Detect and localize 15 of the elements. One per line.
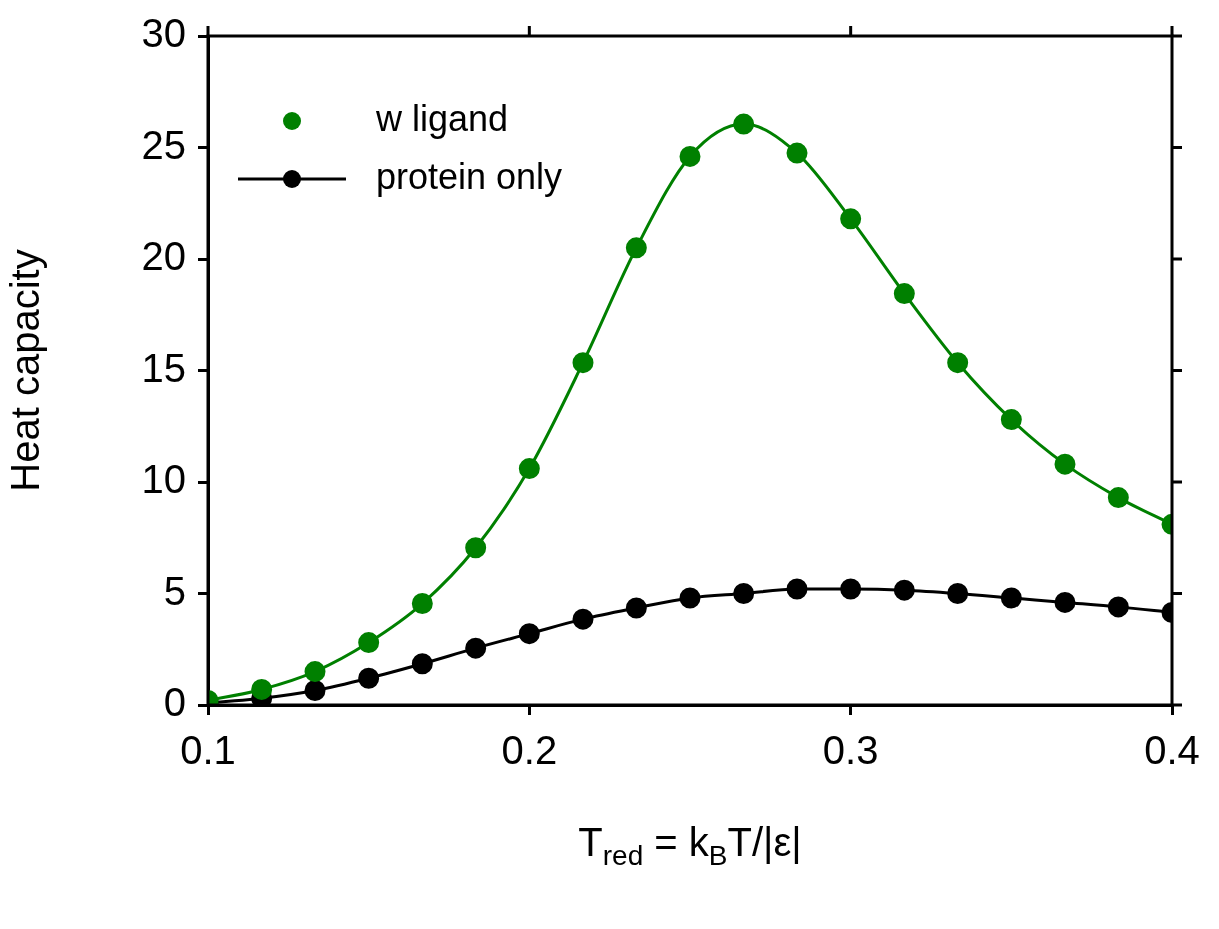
y-tick-label: 20 xyxy=(141,234,186,279)
y-tick-label: 5 xyxy=(163,568,186,613)
y-tick-label: 25 xyxy=(141,122,186,167)
x-tick-label: 0.4 xyxy=(1144,728,1200,773)
legend-label: protein only xyxy=(376,155,563,197)
legend-label: w ligand xyxy=(375,97,509,139)
y-tick-label: 15 xyxy=(141,345,186,390)
x-axis-title: T$_{red}$ = k$_{B}$T/|ε| xyxy=(577,820,803,872)
x-tick-label: 0.3 xyxy=(822,728,879,773)
x-tick-label: 0.2 xyxy=(501,728,558,773)
y-axis-title: Heat capacity xyxy=(3,249,48,492)
y-tick-label: 0 xyxy=(163,680,186,725)
x-tick-label: 0.1 xyxy=(180,728,236,773)
y-tick-label: 10 xyxy=(141,457,186,502)
y-tick-label: 30 xyxy=(141,11,186,56)
